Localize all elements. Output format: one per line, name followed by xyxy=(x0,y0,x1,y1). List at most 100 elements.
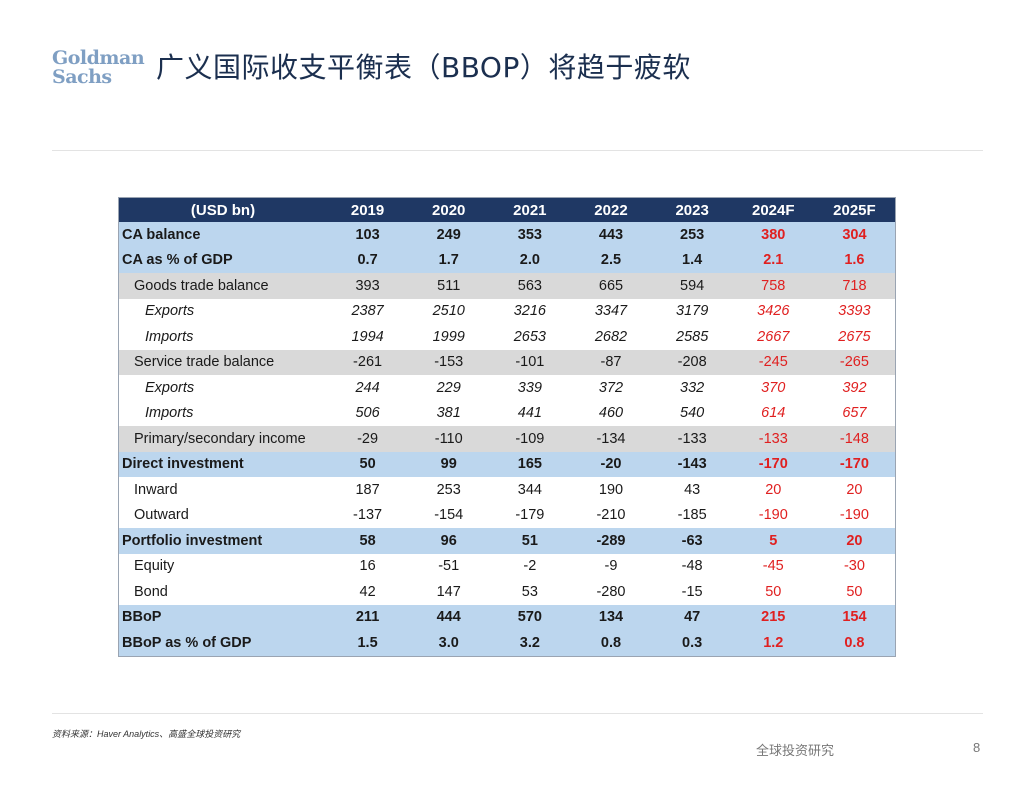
table-row: Exports 244 229 339 372 332 370 392 xyxy=(119,375,895,401)
value-cell: 506 xyxy=(327,400,409,427)
value-cell: -15 xyxy=(651,579,733,605)
value-cell: 381 xyxy=(408,400,490,427)
value-cell: -137 xyxy=(327,502,409,529)
forecast-value-cell: -265 xyxy=(813,349,895,376)
value-cell: -87 xyxy=(570,349,652,376)
value-cell: -154 xyxy=(408,502,490,529)
forecast-value-cell: 154 xyxy=(813,604,895,631)
value-cell: 0.8 xyxy=(570,630,652,656)
value-cell: 570 xyxy=(489,604,571,631)
table-row: Primary/secondary income -29 -110 -109 -134-… xyxy=(119,426,895,452)
row-label: CA balance xyxy=(119,222,327,248)
table-header-row: (USD bn) 2019 2020 2021 2022 2023 2024F 2025F xyxy=(119,198,895,222)
value-cell: 393 xyxy=(327,273,409,299)
value-cell: 540 xyxy=(651,400,733,427)
value-cell: 372 xyxy=(570,375,652,401)
value-cell: 99 xyxy=(408,451,490,478)
value-cell: 1.4 xyxy=(651,247,733,274)
value-cell: -185 xyxy=(651,502,733,529)
value-cell: 460 xyxy=(570,400,652,427)
row-label: Outward xyxy=(119,502,327,529)
value-cell: 2682 xyxy=(570,324,652,350)
value-cell: -133 xyxy=(651,426,733,452)
row-label: Primary/secondary income xyxy=(119,426,327,452)
table-row: BBoP 211 444 570 134 47 215 154 xyxy=(119,604,895,631)
value-cell: -210 xyxy=(570,502,652,529)
logo-line-2: Sachs xyxy=(52,66,112,88)
header-year-cell: 2019 xyxy=(327,198,409,222)
forecast-value-cell: -190 xyxy=(732,502,814,529)
value-cell: 53 xyxy=(489,579,571,605)
value-cell: 443 xyxy=(570,222,652,248)
value-cell: 211 xyxy=(327,604,409,631)
forecast-value-cell: 3393 xyxy=(813,298,895,325)
value-cell: 42 xyxy=(327,579,409,605)
header-year-cell: 2025F xyxy=(813,198,895,222)
table-row: Goods trade balance 393 511 563 665 594 758 718 xyxy=(119,273,895,299)
forecast-value-cell: -133 xyxy=(732,426,814,452)
value-cell: 2.0 xyxy=(489,247,571,274)
bbop-table-container: (USD bn) 2019 2020 2021 2022 2023 2024F 2025F C… xyxy=(118,197,896,657)
table-row: CA as % of GDP 0.7 1.7 2.0 2.5 1.4 2.1 1.6 xyxy=(119,247,895,274)
value-cell: -2 xyxy=(489,553,571,580)
forecast-value-cell: 2667 xyxy=(732,324,814,350)
value-cell: -48 xyxy=(651,553,733,580)
value-cell: 511 xyxy=(408,273,490,299)
value-cell: 3179 xyxy=(651,298,733,325)
value-cell: 2510 xyxy=(408,298,490,325)
forecast-value-cell: -190 xyxy=(813,502,895,529)
value-cell: 441 xyxy=(489,400,571,427)
forecast-value-cell: 20 xyxy=(813,477,895,503)
forecast-value-cell: 657 xyxy=(813,400,895,427)
forecast-value-cell: 614 xyxy=(732,400,814,427)
value-cell: 187 xyxy=(327,477,409,503)
value-cell: 244 xyxy=(327,375,409,401)
forecast-value-cell: 50 xyxy=(732,579,814,605)
value-cell: -143 xyxy=(651,451,733,478)
value-cell: 2.5 xyxy=(570,247,652,274)
value-cell: 1.7 xyxy=(408,247,490,274)
forecast-value-cell: 304 xyxy=(813,222,895,248)
value-cell: 2387 xyxy=(327,298,409,325)
value-cell: 50 xyxy=(327,451,409,478)
row-label: Equity xyxy=(119,553,327,580)
value-cell: 344 xyxy=(489,477,571,503)
header-year-cell: 2021 xyxy=(489,198,571,222)
row-label: Bond xyxy=(119,579,327,605)
forecast-value-cell: 380 xyxy=(732,222,814,248)
source-note: 资料来源：Haver Analytics、高盛全球投资研究 xyxy=(52,729,241,739)
value-cell: -29 xyxy=(327,426,409,452)
forecast-value-cell: 20 xyxy=(813,528,895,554)
top-divider xyxy=(52,150,983,151)
row-label: Portfolio investment xyxy=(119,528,327,554)
table-row: Outward -137 -154 -179 -210 -185 -190 -190 xyxy=(119,502,895,529)
value-cell: 103 xyxy=(327,222,409,248)
value-cell: -289 xyxy=(570,528,652,554)
value-cell: 96 xyxy=(408,528,490,554)
table-row: Inward 187 253 344 190 43 20 20 xyxy=(119,477,895,503)
value-cell: 2585 xyxy=(651,324,733,350)
table-row: Direct investment 50 99 165 -20 -143 -170 -170 xyxy=(119,451,895,478)
value-cell: 665 xyxy=(570,273,652,299)
footer-label: 全球投资研究 xyxy=(756,743,835,758)
value-cell: 332 xyxy=(651,375,733,401)
header-year-cell: 2023 xyxy=(651,198,733,222)
table-row: CA balance 103 249 353 443 253 380 304 xyxy=(119,222,895,248)
row-label: CA as % of GDP xyxy=(119,247,327,274)
row-label: Imports xyxy=(119,324,327,350)
table-row: BBoP as % of GDP 1.5 3.0 3.2 0.8 0.3 1.2 0.8 xyxy=(119,630,895,656)
logo-line-1: Goldman xyxy=(52,47,145,69)
value-cell: -208 xyxy=(651,349,733,376)
value-cell: 353 xyxy=(489,222,571,248)
table-row: Portfolio investment 58 96 51 -289 -63 5 20 xyxy=(119,528,895,554)
value-cell: 1994 xyxy=(327,324,409,350)
forecast-value-cell: 5 xyxy=(732,528,814,554)
value-cell: 147 xyxy=(408,579,490,605)
value-cell: 51 xyxy=(489,528,571,554)
table-row: Imports 506 381 441 460 540 614 657 xyxy=(119,400,895,427)
table-row: Imports 1994 1999 2653 2682 2585 2667 2675 xyxy=(119,324,895,350)
value-cell: -109 xyxy=(489,426,571,452)
table-row: Exports 2387 2510 3216 3347 3179 3426 3393 xyxy=(119,298,895,325)
forecast-value-cell: 20 xyxy=(732,477,814,503)
value-cell: 253 xyxy=(651,222,733,248)
